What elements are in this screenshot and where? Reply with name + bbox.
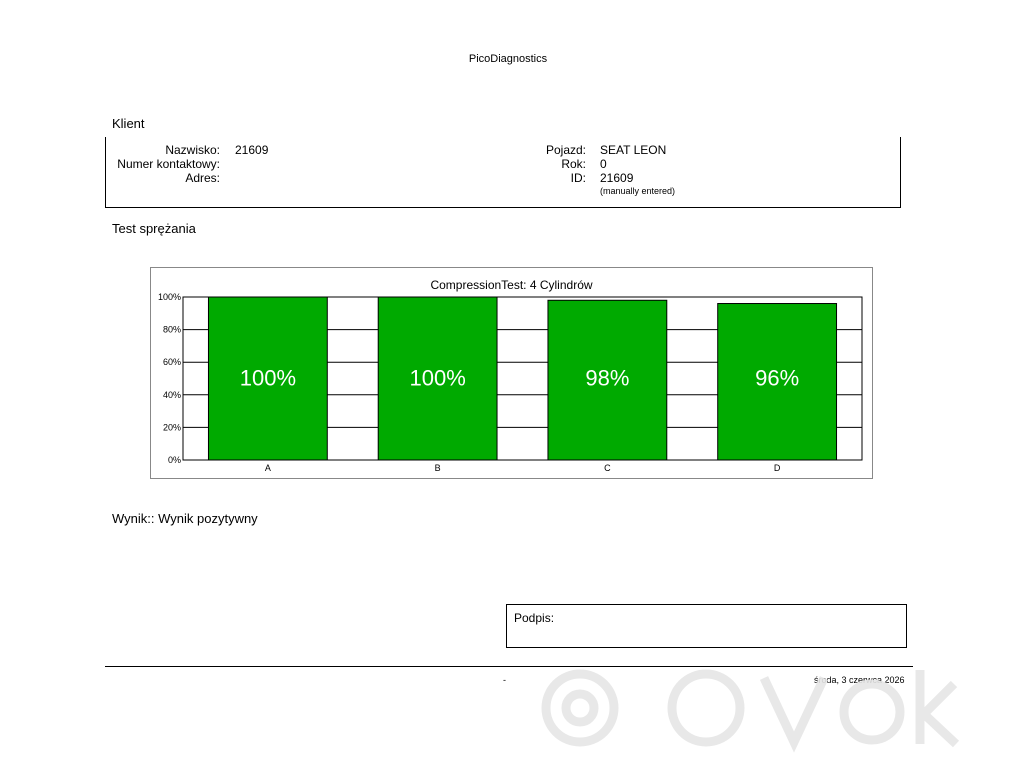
id-note: (manually entered)	[600, 186, 676, 196]
id-value: 21609	[600, 171, 634, 185]
watermark-logo	[541, 669, 960, 753]
bar	[377, 296, 498, 461]
surname-label: Nazwisko:	[165, 143, 220, 157]
client-heading: Klient	[112, 116, 145, 131]
result-text: Wynik:: Wynik pozytywny	[112, 511, 258, 526]
footer-date: środa, 3 czerwca 2026	[814, 675, 905, 685]
bar-data-label: 96%	[755, 366, 799, 391]
y-tick-label: 0%	[168, 455, 181, 465]
y-tick-label: 60%	[163, 357, 181, 367]
contact-label: Numer kontaktowy:	[117, 157, 220, 171]
test-heading: Test sprężania	[112, 221, 196, 236]
bar	[717, 303, 838, 461]
id-label: ID:	[570, 171, 586, 185]
chart-title: CompressionTest: 4 Cylindrów	[430, 278, 593, 292]
year-label: Rok:	[561, 157, 586, 171]
bar	[547, 299, 668, 461]
footer-dash: -	[503, 675, 506, 685]
address-label: Adres:	[185, 171, 220, 185]
chart-frame	[150, 267, 873, 479]
x-category-label: A	[265, 463, 271, 473]
x-category-label: D	[774, 463, 781, 473]
bar-data-label: 100%	[409, 366, 465, 391]
bar	[207, 296, 328, 461]
y-tick-label: 20%	[163, 422, 181, 432]
footer-divider	[105, 666, 913, 667]
y-tick-label: 80%	[163, 325, 181, 335]
vehicle-label: Pojazd:	[545, 143, 586, 157]
x-category-label: B	[435, 463, 441, 473]
x-category-label: C	[604, 463, 611, 473]
client-info-box	[105, 137, 901, 208]
bar-data-label: 100%	[240, 366, 296, 391]
year-value: 0	[600, 157, 607, 171]
signature-label: Podpis:	[514, 611, 555, 625]
vehicle-value: SEAT LEON	[600, 143, 667, 157]
surname-value: 21609	[235, 143, 269, 157]
signature-box	[506, 604, 907, 648]
y-tick-label: 40%	[163, 390, 181, 400]
y-tick-label: 100%	[158, 292, 181, 302]
document-title: PicoDiagnostics	[468, 53, 548, 65]
bar-data-label: 98%	[585, 366, 629, 391]
